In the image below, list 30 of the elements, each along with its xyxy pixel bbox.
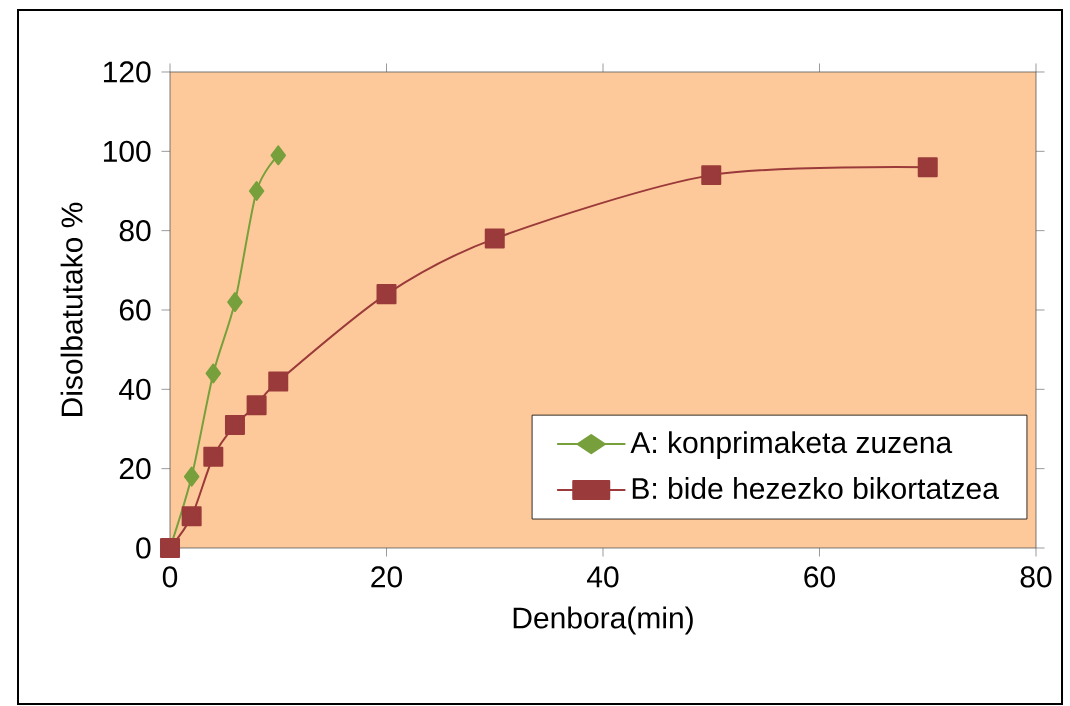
- y-axis-title: Disolbatutako %: [60, 202, 83, 416]
- point: [181, 506, 202, 527]
- point: [270, 145, 287, 166]
- point: [484, 228, 505, 249]
- point: [701, 165, 722, 186]
- point: [205, 363, 222, 384]
- point: [183, 466, 200, 487]
- legend-label: A: konprimaketa zuzena: [630, 431, 953, 460]
- y-tick-label: 60: [119, 299, 151, 321]
- y-tick-label: 40: [119, 378, 151, 400]
- x-tick-label: 20: [371, 566, 402, 588]
- point: [917, 157, 938, 178]
- y-tick-label: 0: [136, 537, 151, 559]
- point: [268, 371, 289, 392]
- x-tick-label: 60: [804, 566, 835, 588]
- y-tick-label: 120: [103, 61, 151, 83]
- point: [227, 292, 243, 313]
- y-tick-label: 80: [119, 220, 151, 242]
- y-tick-label: 100: [103, 140, 151, 162]
- x-tick-label: 0: [162, 566, 178, 588]
- legend-label: B: bide hezezko bikortatzea: [632, 477, 999, 500]
- point: [248, 180, 265, 201]
- point: [203, 446, 224, 467]
- point: [376, 284, 397, 305]
- point: [246, 395, 267, 416]
- point: [224, 415, 245, 436]
- y-tick-label: 20: [119, 458, 151, 480]
- x-tick-label: 80: [1020, 566, 1052, 588]
- x-axis-title: Denbora(min): [513, 606, 693, 635]
- x-tick-label: 40: [587, 566, 619, 588]
